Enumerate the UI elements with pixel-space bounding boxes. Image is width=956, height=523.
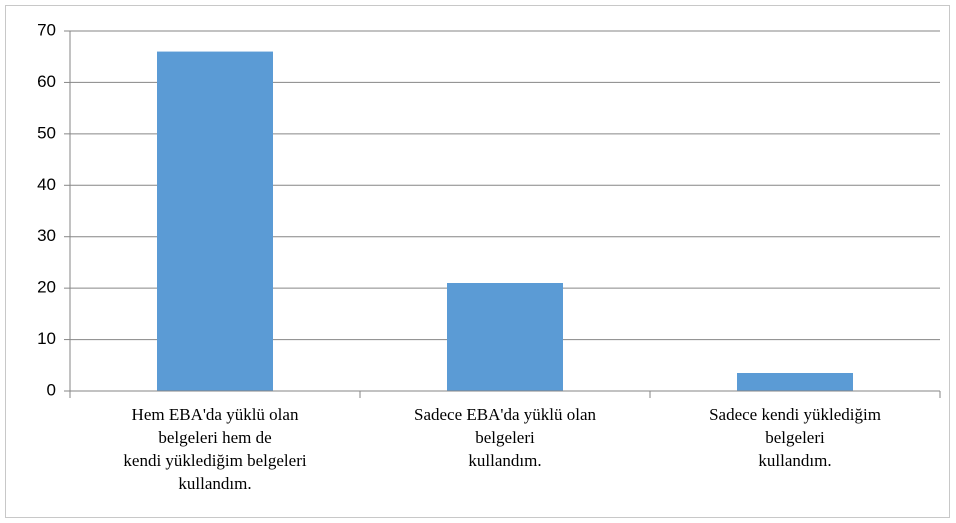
x-tick-label: Hem EBA'da yüklü olan	[132, 405, 299, 424]
x-tick-label: Sadece kendi yüklediğim	[709, 405, 881, 424]
x-tick-label: Sadece EBA'da yüklü olan	[414, 405, 596, 424]
y-tick-label: 0	[47, 380, 56, 399]
y-tick-label: 20	[37, 278, 56, 297]
y-tick-label: 30	[37, 226, 56, 245]
y-tick-label: 10	[37, 329, 56, 348]
x-tick-label: kullandım.	[178, 474, 251, 493]
x-tick-label: belgeleri	[765, 428, 825, 447]
x-tick-label: kendi yüklediğim belgeleri	[123, 451, 306, 470]
y-tick-label: 60	[37, 72, 56, 91]
y-tick-label: 40	[37, 175, 56, 194]
bar	[157, 51, 273, 391]
x-tick-label: belgeleri	[475, 428, 535, 447]
bar	[737, 373, 853, 391]
x-tick-label: kullandım.	[468, 451, 541, 470]
bar	[447, 283, 563, 391]
x-tick-label: belgeleri hem de	[158, 428, 271, 447]
y-tick-label: 70	[37, 20, 56, 39]
y-tick-label: 50	[37, 123, 56, 142]
x-tick-label: kullandım.	[758, 451, 831, 470]
